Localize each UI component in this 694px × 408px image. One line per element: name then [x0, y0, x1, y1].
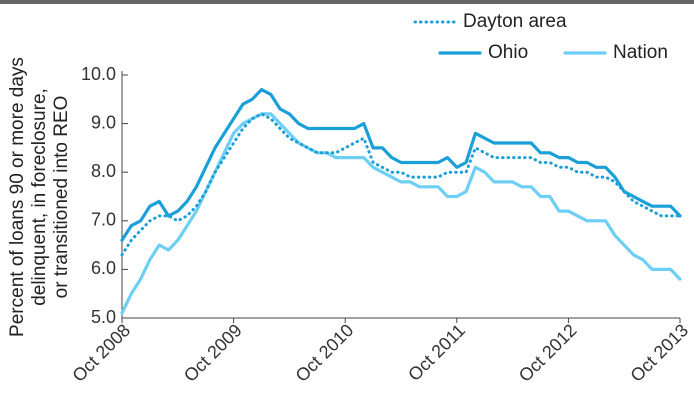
y-tick-label: 9.0	[91, 112, 116, 132]
y-tick-label: 5.0	[91, 307, 116, 327]
y-tick-label: 8.0	[91, 161, 116, 181]
x-tick-label: Oct 2009	[180, 320, 246, 386]
y-axis-label: Percent of loans 90 or more days	[7, 57, 28, 337]
x-tick-label: Oct 2010	[292, 320, 358, 386]
legend-label: Dayton area	[463, 11, 567, 32]
legend-label: Nation	[613, 42, 668, 63]
top-bar	[0, 0, 694, 4]
legend-label: Ohio	[488, 42, 528, 63]
y-axis-label: delinquent, in foreclosure,	[29, 88, 50, 306]
y-tick-label: 10.0	[81, 64, 116, 84]
x-tick-label: Oct 2008	[68, 320, 134, 386]
x-tick-label: Oct 2011	[404, 320, 469, 385]
y-tick-label: 6.0	[91, 258, 116, 278]
y-tick-label: 7.0	[91, 210, 116, 230]
series-line	[120, 112, 682, 315]
series-line	[120, 112, 682, 257]
y-axis-label: or transitioned into REO	[51, 96, 72, 299]
x-tick-label: Oct 2012	[515, 320, 581, 386]
x-tick-label: Oct 2013	[626, 320, 692, 386]
series-line	[120, 88, 682, 242]
